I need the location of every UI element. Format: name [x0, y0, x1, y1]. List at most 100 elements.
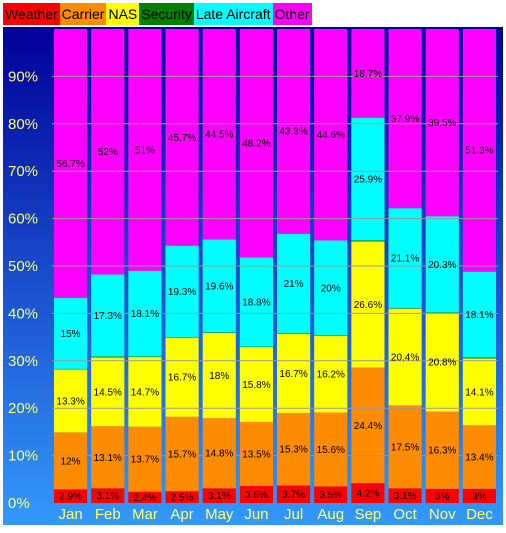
data-label: 4.2%	[357, 489, 380, 500]
x-tick-label: Nov	[429, 506, 456, 523]
data-label: 3.6%	[245, 490, 268, 501]
bar-late-aircraft-nov	[425, 216, 459, 313]
bar-late-aircraft-jun	[239, 257, 273, 347]
bar-nas-nov	[425, 312, 459, 412]
bar-other-sep	[351, 29, 385, 118]
bar-nas-may	[202, 332, 236, 419]
bar-weather-jun	[239, 485, 273, 503]
bar-weather-oct	[388, 488, 422, 503]
bar-late-aircraft-aug	[314, 240, 348, 336]
data-label: 37.9%	[391, 114, 419, 125]
data-label: 3.1%	[394, 491, 417, 502]
y-tick-label: 30%	[8, 353, 38, 370]
data-label: 15.8%	[242, 380, 270, 391]
bar-weather-sep	[351, 483, 385, 503]
bar-carrier-nov	[425, 411, 459, 489]
data-label: 3%	[472, 491, 487, 502]
data-label: 3.1%	[208, 491, 231, 502]
bar-carrier-may	[202, 418, 236, 489]
gridlines	[52, 75, 498, 457]
data-label: 43.3%	[279, 127, 307, 138]
x-tick-label: Dec	[466, 506, 493, 523]
x-tick-label: Sep	[355, 506, 382, 523]
bar-other-aug	[314, 29, 348, 241]
bar-security-dec	[462, 357, 496, 359]
bar-security-sep	[351, 240, 385, 242]
data-label: 14.5%	[94, 387, 122, 398]
data-label: 3.7%	[282, 490, 305, 501]
data-label: 14.8%	[205, 449, 233, 460]
bar-nas-oct	[388, 308, 422, 406]
data-label: 15.3%	[279, 445, 307, 456]
data-label: 18.7%	[354, 69, 382, 80]
bar-other-jun	[239, 29, 273, 258]
bar-carrier-jun	[239, 421, 273, 486]
data-label: 16.7%	[279, 369, 307, 380]
data-label: 13.1%	[94, 453, 122, 464]
bar-weather-nov	[425, 488, 459, 503]
data-label: 2.4%	[134, 493, 157, 504]
bar-weather-mar	[128, 491, 162, 503]
data-label: 18.8%	[242, 298, 270, 309]
bar-carrier-aug	[314, 412, 348, 487]
data-label: 20.4%	[391, 353, 419, 364]
legend-item-nas: NAS	[106, 3, 140, 25]
x-tick-label: Feb	[95, 506, 121, 523]
chart-legend: Weather Carrier NAS Security Late Aircraft Ot…	[3, 3, 312, 25]
bar-other-feb	[91, 29, 125, 275]
x-tick-label: Jun	[244, 506, 268, 523]
data-label: 17.5%	[391, 442, 419, 453]
y-tick-label: 10%	[8, 448, 38, 465]
bar-other-jul	[277, 29, 311, 234]
bar-weather-may	[202, 488, 236, 503]
bar-late-aircraft-oct	[388, 208, 422, 309]
bar-late-aircraft-may	[202, 239, 236, 333]
bar-weather-aug	[314, 486, 348, 503]
bar-nas-feb	[91, 357, 125, 427]
y-axis-ticks: 0% 10% 20% 30% 40% 50% 60% 70% 80% 90%	[8, 68, 38, 512]
data-label: 51.3%	[465, 146, 493, 157]
legend-item-other: Other	[272, 3, 312, 25]
data-label: 19.6%	[205, 281, 233, 292]
data-label: 13.5%	[242, 449, 270, 460]
data-label: 26.6%	[354, 300, 382, 311]
bar-other-oct	[388, 29, 422, 209]
bar-nas-jul	[277, 333, 311, 413]
bar-carrier-oct	[388, 405, 422, 489]
data-label: 24.4%	[354, 421, 382, 432]
x-tick-label: Apr	[170, 506, 193, 523]
bar-other-dec	[462, 29, 496, 272]
bar-nas-apr	[165, 337, 199, 417]
x-axis-ticks: Jan Feb Mar Apr May Jun Jul Aug Sep Oct Nov Dec	[58, 506, 493, 523]
data-label: 14.7%	[131, 387, 159, 398]
data-label: 16.7%	[168, 373, 196, 384]
data-label: 15.6%	[317, 445, 345, 456]
bar-weather-dec	[462, 488, 496, 503]
x-tick-label: Jul	[284, 506, 303, 523]
y-tick-label: 90%	[8, 68, 38, 85]
data-label: 19.3%	[168, 287, 196, 298]
data-label: 56.7%	[56, 159, 84, 170]
data-label: 15%	[61, 329, 81, 340]
y-tick-label: 0%	[8, 495, 30, 512]
bar-carrier-sep	[351, 367, 385, 484]
x-tick-label: Jan	[58, 506, 82, 523]
bar-weather-jul	[277, 485, 311, 503]
bar-carrier-feb	[91, 426, 125, 489]
bar-other-apr	[165, 29, 199, 246]
data-label: 12%	[61, 456, 81, 467]
data-label: 2.9%	[59, 492, 82, 503]
data-label: 13.3%	[56, 396, 84, 407]
data-label: 51%	[135, 145, 155, 156]
y-tick-label: 40%	[8, 305, 38, 322]
data-label: 44.6%	[317, 130, 345, 141]
bar-nas-sep	[351, 241, 385, 368]
bar-weather-jan	[54, 489, 88, 503]
data-label: 15.7%	[168, 449, 196, 460]
data-label: 21%	[284, 279, 304, 290]
data-label: 3%	[435, 491, 450, 502]
bar-late-aircraft-jul	[277, 233, 311, 334]
x-tick-label: Mar	[132, 506, 158, 523]
bar-carrier-jan	[54, 432, 88, 490]
